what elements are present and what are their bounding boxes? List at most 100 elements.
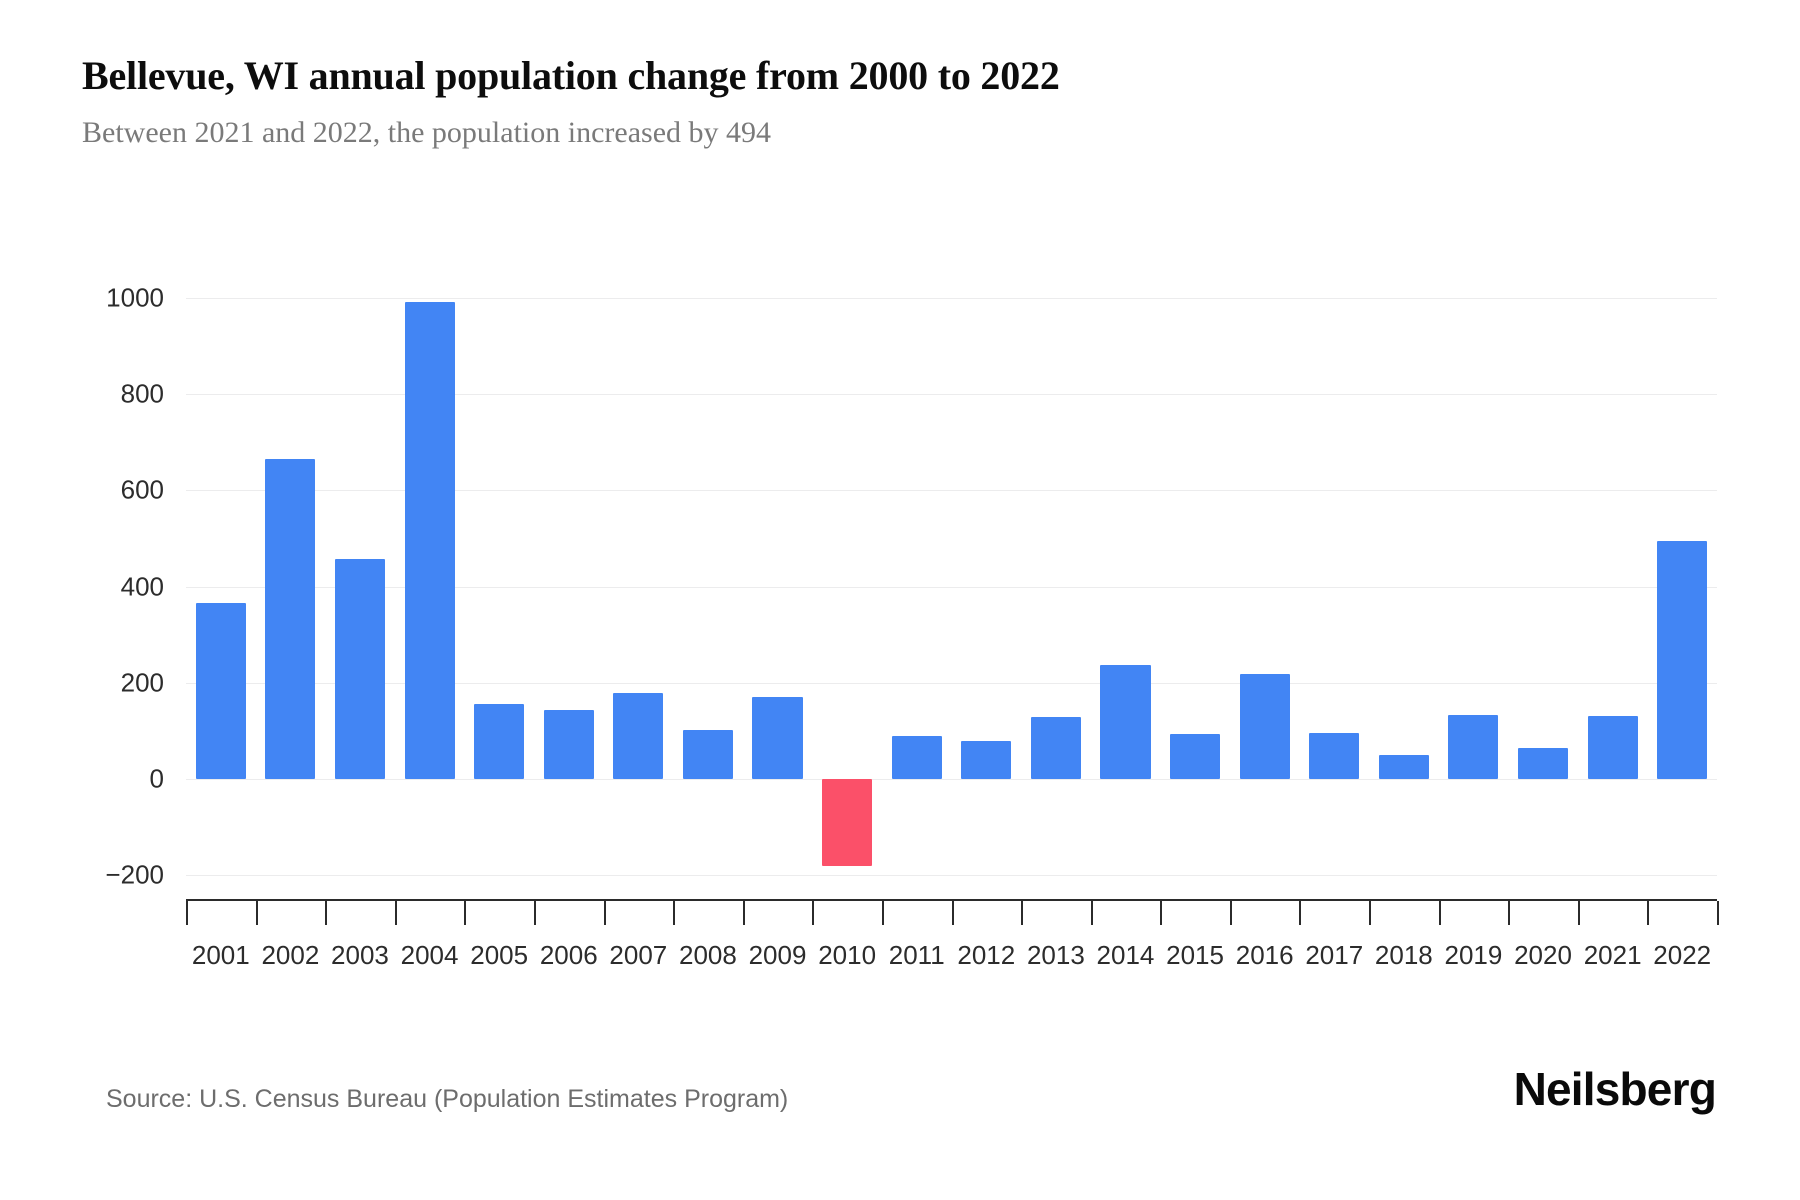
x-axis-tick-label-2015: 2015 — [1166, 940, 1224, 970]
x-axis-tick — [1438, 901, 1441, 925]
page-title: Bellevue, WI annual population change fr… — [82, 53, 1060, 98]
x-axis-tick-label-2007: 2007 — [609, 940, 668, 970]
y-axis-tick-label: −200 — [105, 859, 164, 890]
bar-2007[interactable] — [613, 693, 664, 779]
x-axis-tick-label-2003: 2003 — [331, 940, 389, 970]
x-axis-tick — [1717, 901, 1719, 925]
gridline — [186, 586, 1717, 588]
bar-slot — [1378, 290, 1429, 885]
x-axis-tick — [1369, 901, 1372, 925]
bar-slot — [1030, 290, 1081, 885]
x-axis-tick-label-2017: 2017 — [1305, 940, 1364, 970]
x-axis-tick — [1299, 901, 1302, 925]
bar-2013[interactable] — [1030, 717, 1081, 779]
y-axis-tick-label: 1000 — [106, 282, 164, 313]
bar-2020[interactable] — [1517, 748, 1569, 779]
x-axis-tick — [186, 901, 188, 925]
x-axis-tick — [1160, 901, 1163, 925]
bar-slot — [1100, 290, 1151, 885]
bar-2004[interactable] — [404, 301, 455, 779]
x-axis-tick-label-2018: 2018 — [1374, 940, 1433, 970]
gridline — [186, 490, 1717, 492]
bar-2016[interactable] — [1239, 674, 1290, 779]
x-axis-line — [186, 899, 1717, 901]
bar-2002[interactable] — [265, 459, 316, 779]
bar-2018[interactable] — [1378, 754, 1429, 779]
x-axis-tick — [255, 901, 258, 925]
x-axis-tick — [1647, 901, 1650, 925]
x-axis-tick-label-2010: 2010 — [818, 940, 877, 970]
x-axis-tick-label-2013: 2013 — [1026, 940, 1085, 970]
x-axis-tick-label-2020: 2020 — [1514, 940, 1572, 970]
bar-2011[interactable] — [891, 735, 942, 779]
bar-slot — [1309, 290, 1360, 885]
x-axis-tick — [464, 901, 467, 925]
x-axis-tick-label-2011: 2011 — [888, 940, 945, 970]
x-axis-tick — [1577, 901, 1580, 925]
source-note: Source: U.S. Census Bureau (Population E… — [106, 1085, 789, 1113]
bars-layer — [186, 290, 1717, 885]
bar-slot — [682, 290, 733, 885]
x-axis-tick — [394, 901, 397, 925]
bar-slot — [334, 290, 386, 885]
bar-2014[interactable] — [1100, 664, 1151, 779]
bar-2015[interactable] — [1170, 733, 1221, 779]
x-axis-tick — [1229, 901, 1232, 925]
bar-slot — [404, 290, 455, 885]
x-axis-tick — [1021, 901, 1024, 925]
bar-2003[interactable] — [334, 558, 386, 779]
x-axis-tick — [325, 901, 328, 925]
chart-header: Bellevue, WI annual population change fr… — [82, 52, 1722, 152]
x-axis-tick-label-2001: 2001 — [191, 940, 250, 970]
gridline — [186, 778, 1717, 780]
y-axis-tick-label: 200 — [120, 667, 164, 698]
gridline — [186, 298, 1717, 299]
bar-slot — [961, 290, 1012, 885]
gridline — [186, 682, 1717, 684]
bar-2019[interactable] — [1448, 714, 1499, 779]
chart-subtitle: Between 2021 and 2022, the population in… — [82, 116, 772, 149]
x-axis-tick-label-2014: 2014 — [1096, 940, 1155, 970]
bar-2017[interactable] — [1309, 732, 1360, 779]
bar-2021[interactable] — [1587, 716, 1638, 779]
x-axis-tick-label-2021: 2021 — [1583, 940, 1642, 970]
y-axis-tick-label: 400 — [120, 571, 164, 601]
bar-slot — [543, 290, 594, 885]
x-axis-tick-label-2009: 2009 — [748, 940, 807, 970]
y-axis-tick-label: 800 — [120, 378, 164, 409]
x-axis-tick-label-2022: 2022 — [1653, 940, 1712, 970]
bar-2022[interactable] — [1657, 541, 1708, 779]
bar-2005[interactable] — [474, 704, 525, 779]
bar-slot — [613, 290, 664, 885]
bar-slot — [1517, 290, 1569, 885]
bar-2010[interactable] — [822, 778, 873, 866]
x-axis-tick-label-2006: 2006 — [539, 940, 598, 970]
bar-slot — [474, 290, 525, 885]
brand-logo: Neilsberg — [1513, 1063, 1717, 1115]
x-axis-tick-label-2004: 2004 — [400, 940, 459, 970]
bar-slot — [822, 290, 873, 885]
x-axis-tick — [812, 901, 815, 925]
x-axis-tick — [881, 901, 884, 925]
x-axis-tick-label-2012: 2012 — [957, 940, 1016, 970]
x-axis-tick — [1090, 901, 1093, 925]
plot-area: −200 0 200 400 600 800 1000 — [105, 283, 1717, 890]
bar-slot — [1170, 290, 1221, 885]
bar-slot — [752, 290, 803, 885]
bar-slot — [1239, 290, 1290, 885]
bar-slot — [891, 290, 942, 885]
x-axis-tick — [673, 901, 676, 925]
bar-2008[interactable] — [682, 729, 733, 779]
bar-slot — [265, 290, 316, 885]
x-axis-tick-label-2019: 2019 — [1444, 940, 1503, 970]
x-axis-tick-label-2005: 2005 — [470, 940, 529, 970]
x-axis-tick-label-2002: 2002 — [261, 940, 320, 970]
bar-2001[interactable] — [195, 603, 246, 779]
gridline — [186, 875, 1717, 876]
bar-2006[interactable] — [543, 710, 594, 779]
bar-2012[interactable] — [961, 741, 1012, 779]
bar-2009[interactable] — [752, 697, 803, 779]
x-axis-tick — [742, 901, 745, 925]
